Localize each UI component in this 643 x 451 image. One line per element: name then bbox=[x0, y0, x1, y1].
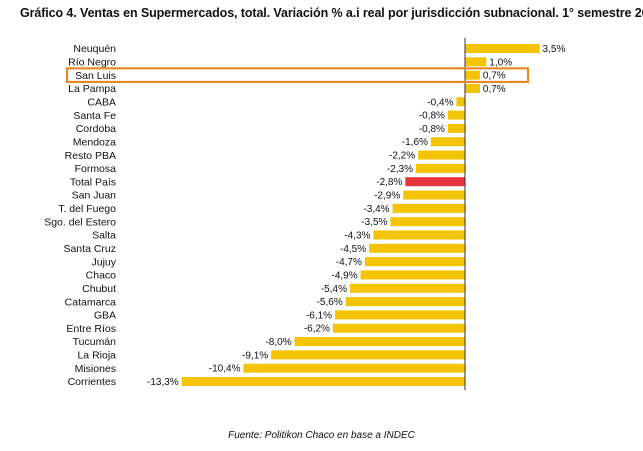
category-label-entre-rios: Entre Ríos bbox=[66, 323, 116, 335]
category-label-caba: CABA bbox=[87, 96, 116, 108]
bar-cordoba bbox=[447, 123, 465, 133]
value-label-neuquen: 3,5% bbox=[543, 44, 566, 55]
bar-misiones bbox=[243, 363, 465, 373]
value-label-total-pais: -2,8% bbox=[376, 177, 402, 188]
value-label-chaco: -4,9% bbox=[332, 270, 358, 281]
value-label-chubut: -5,4% bbox=[321, 284, 347, 295]
value-label-t-del-fuego: -3,4% bbox=[363, 204, 389, 215]
category-label-catamarca: Catamarca bbox=[65, 296, 117, 308]
bar-san-juan bbox=[403, 190, 465, 200]
value-label-caba: -0,4% bbox=[427, 97, 453, 108]
bar-rio-negro bbox=[465, 57, 487, 67]
value-label-la-pampa: 0,7% bbox=[483, 84, 506, 95]
bars-layer bbox=[181, 44, 540, 386]
bar-neuquen bbox=[465, 44, 540, 53]
value-label-cordoba: -0,8% bbox=[419, 124, 445, 135]
bar-total-pais bbox=[405, 177, 465, 187]
bar-formosa bbox=[416, 163, 465, 173]
chart-source: Fuente: Politikon Chaco en base a INDEC bbox=[228, 430, 415, 441]
bar-caba bbox=[456, 97, 465, 107]
value-label-santa-cruz: -4,5% bbox=[340, 244, 366, 255]
bar-mendoza bbox=[430, 137, 465, 147]
value-label-gba: -6,1% bbox=[306, 310, 332, 321]
bar-santa-cruz bbox=[369, 243, 465, 253]
category-label-neuquen: Neuquén bbox=[73, 43, 116, 55]
chart-title: Gráfico 4. Ventas en Supermercados, tota… bbox=[20, 6, 643, 20]
value-label-rio-negro: 1,0% bbox=[489, 57, 512, 68]
bar-corrientes bbox=[181, 377, 465, 386]
bar-chubut bbox=[349, 283, 465, 293]
value-label-entre-rios: -6,2% bbox=[304, 324, 330, 335]
value-label-mendoza: -1,6% bbox=[402, 137, 428, 148]
category-label-san-luis: San Luis bbox=[75, 70, 116, 82]
category-label-jujuy: Jujuy bbox=[91, 256, 116, 268]
value-labels-layer: 3,5% 1,0% 0,7% 0,7% -0,4% -0,8% -0,8% -1,6% -2,2… bbox=[147, 44, 565, 388]
category-label-corrientes: Corrientes bbox=[68, 376, 116, 388]
value-label-corrientes: -13,3% bbox=[147, 377, 179, 388]
category-label-la-pampa: La Pampa bbox=[68, 83, 116, 95]
bar-gba bbox=[335, 310, 465, 320]
value-label-jujuy: -4,7% bbox=[336, 257, 362, 268]
bar-jujuy bbox=[364, 257, 465, 267]
category-label-mendoza: Mendoza bbox=[73, 136, 116, 148]
value-label-catamarca: -5,6% bbox=[317, 297, 343, 308]
value-label-sgo-del-estero: -3,5% bbox=[361, 217, 387, 228]
bar-santa-fe bbox=[447, 110, 465, 120]
category-label-cordoba: Cordoba bbox=[76, 123, 116, 135]
bar-t-del-fuego bbox=[392, 203, 465, 213]
category-label-tucuman: Tucumán bbox=[73, 336, 117, 348]
bar-tucuman bbox=[294, 337, 465, 347]
category-label-misiones: Misiones bbox=[75, 363, 116, 375]
bar-chaco bbox=[360, 270, 465, 280]
bar-entre-rios bbox=[332, 323, 465, 333]
bar-san-luis bbox=[465, 70, 480, 80]
value-label-tucuman: -8,0% bbox=[265, 337, 291, 348]
category-label-rio-negro: Río Negro bbox=[68, 57, 116, 69]
value-label-san-luis: 0,7% bbox=[483, 71, 506, 82]
value-label-santa-fe: -0,8% bbox=[419, 111, 445, 122]
category-label-santa-fe: Santa Fe bbox=[73, 110, 116, 122]
value-label-resto-pba: -2,2% bbox=[389, 151, 415, 162]
category-label-salta: Salta bbox=[92, 230, 116, 242]
category-label-gba: GBA bbox=[94, 310, 116, 322]
value-label-san-juan: -2,9% bbox=[374, 191, 400, 202]
value-label-formosa: -2,3% bbox=[387, 164, 413, 175]
category-label-santa-cruz: Santa Cruz bbox=[63, 243, 116, 255]
category-label-la-rioja: La Rioja bbox=[77, 350, 116, 362]
bar-sgo-del-estero bbox=[390, 217, 465, 227]
bar-catamarca bbox=[345, 297, 465, 307]
category-label-formosa: Formosa bbox=[75, 163, 117, 175]
bar-salta bbox=[373, 230, 465, 240]
value-label-misiones: -10,4% bbox=[209, 364, 241, 375]
category-label-resto-pba: Resto PBA bbox=[65, 150, 116, 162]
category-label-total-pais: Total País bbox=[70, 176, 116, 188]
bar-resto-pba bbox=[418, 150, 465, 160]
category-label-chubut: Chubut bbox=[82, 283, 116, 295]
category-label-chaco: Chaco bbox=[86, 270, 117, 282]
value-label-salta: -4,3% bbox=[344, 230, 370, 241]
value-label-la-rioja: -9,1% bbox=[242, 350, 268, 361]
bar-la-pampa bbox=[465, 83, 480, 93]
category-label-san-juan: San Juan bbox=[72, 190, 117, 202]
category-label-sgo-del-estero: Sgo. del Estero bbox=[44, 216, 116, 228]
highlight-box bbox=[65, 67, 530, 84]
bar-la-rioja bbox=[271, 350, 465, 360]
category-label-t-del-fuego: T. del Fuego bbox=[58, 203, 116, 215]
